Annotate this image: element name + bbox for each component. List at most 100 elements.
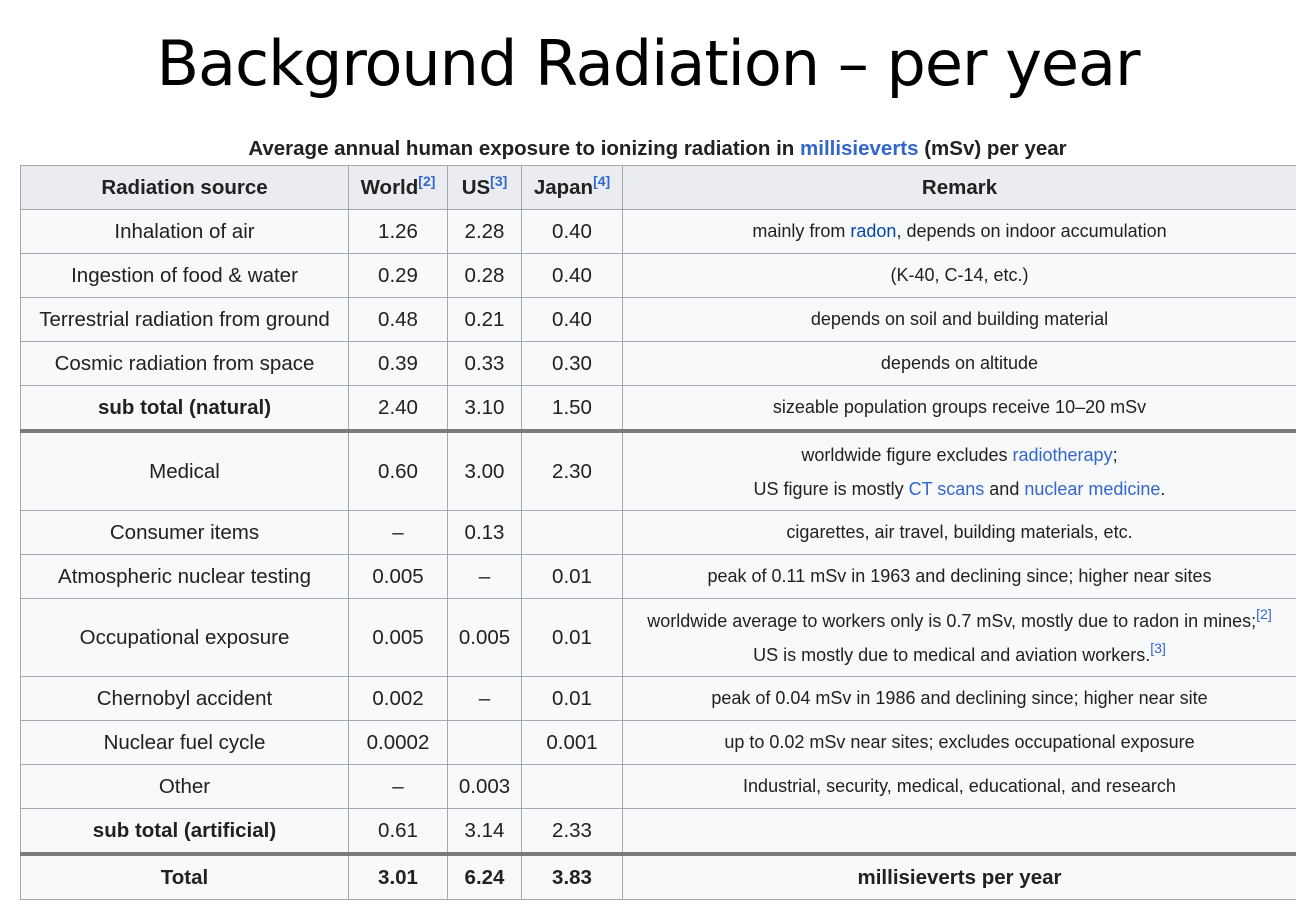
cell-source: Chernobyl accident bbox=[20, 676, 349, 721]
cell-remark: mainly from radon, depends on indoor acc… bbox=[622, 209, 1296, 254]
cell-source: Occupational exposure bbox=[20, 598, 349, 677]
cell-world: 0.29 bbox=[348, 253, 448, 298]
table-row: Nuclear fuel cycle 0.0002 0.001 up to 0.… bbox=[20, 720, 1296, 765]
cell-world: 1.26 bbox=[348, 209, 448, 254]
remark-line: worldwide average to workers only is 0.7… bbox=[627, 604, 1292, 638]
ref-link[interactable]: [2] bbox=[1256, 605, 1272, 622]
header-japan-label: Japan bbox=[533, 175, 594, 199]
japan-ref-link[interactable]: [4] bbox=[593, 172, 611, 189]
cell-japan: 0.40 bbox=[521, 253, 623, 298]
remark-text: mainly from bbox=[752, 221, 851, 241]
cell-remark: peak of 0.11 mSv in 1963 and declining s… bbox=[622, 554, 1296, 599]
table-row: Medical 0.60 3.00 2.30 worldwide figure … bbox=[20, 430, 1296, 511]
table-row: Consumer items – 0.13 cigarettes, air tr… bbox=[20, 510, 1296, 555]
header-japan: Japan[4] bbox=[521, 165, 623, 210]
cell-us: – bbox=[447, 554, 522, 599]
caption-suffix: (mSv) per year bbox=[918, 137, 1067, 160]
cell-us: 3.14 bbox=[447, 808, 522, 856]
table-row: Chernobyl accident 0.002 – 0.01 peak of … bbox=[20, 676, 1296, 721]
cell-japan: 0.01 bbox=[521, 598, 623, 677]
cell-source: Other bbox=[20, 764, 349, 809]
cell-us: 0.28 bbox=[447, 253, 522, 298]
cell-remark: depends on soil and building material bbox=[622, 297, 1296, 342]
cell-remark: (K-40, C-14, etc.) bbox=[622, 253, 1296, 298]
cell-world: – bbox=[348, 764, 448, 809]
cell-remark: cigarettes, air travel, building materia… bbox=[622, 510, 1296, 555]
cell-source: Ingestion of food & water bbox=[20, 253, 349, 298]
cell-world: 0.0002 bbox=[348, 720, 448, 765]
header-world-label: World bbox=[360, 175, 419, 199]
cell-japan: 2.33 bbox=[521, 808, 623, 856]
cell-source: Cosmic radiation from space bbox=[20, 341, 349, 386]
caption-prefix: Average annual human exposure to ionizin… bbox=[248, 137, 801, 160]
cell-japan: 0.40 bbox=[521, 297, 623, 342]
cell-world: – bbox=[348, 510, 448, 555]
cell-world: 0.39 bbox=[348, 341, 448, 386]
table-row: Occupational exposure 0.005 0.005 0.01 w… bbox=[20, 598, 1296, 677]
remark-text: . bbox=[1160, 478, 1166, 499]
ref-link[interactable]: [3] bbox=[1150, 639, 1166, 656]
us-ref-link[interactable]: [3] bbox=[490, 172, 508, 189]
cell-remark: worldwide figure excludes radiotherapy; … bbox=[622, 430, 1296, 511]
table-row: Ingestion of food & water 0.29 0.28 0.40… bbox=[20, 253, 1296, 298]
cell-remark: peak of 0.04 mSv in 1986 and declining s… bbox=[622, 676, 1296, 721]
table-row: Other – 0.003 Industrial, security, medi… bbox=[20, 764, 1296, 809]
cell-remark: worldwide average to workers only is 0.7… bbox=[622, 598, 1296, 677]
table-row: Terrestrial radiation from ground 0.48 0… bbox=[20, 297, 1296, 342]
cell-world: 3.01 bbox=[348, 853, 448, 900]
cell-source: Atmospheric nuclear testing bbox=[20, 554, 349, 599]
cell-remark: Industrial, security, medical, education… bbox=[622, 764, 1296, 809]
remark-text: , depends on indoor accumulation bbox=[896, 221, 1167, 241]
cell-us: 3.10 bbox=[447, 385, 522, 433]
cell-us: 0.13 bbox=[447, 510, 522, 555]
cell-japan bbox=[521, 764, 623, 809]
cell-remark bbox=[622, 808, 1296, 856]
header-radiation-source: Radiation source bbox=[20, 165, 349, 210]
cell-us: – bbox=[447, 676, 522, 721]
cell-world: 0.002 bbox=[348, 676, 448, 721]
ct-scans-link[interactable]: CT scans bbox=[908, 478, 985, 499]
cell-japan: 0.40 bbox=[521, 209, 623, 254]
slide-title: Background Radiation – per year bbox=[156, 27, 1140, 100]
cell-japan: 0.001 bbox=[521, 720, 623, 765]
nuclear-medicine-link[interactable]: nuclear medicine bbox=[1024, 478, 1161, 499]
cell-japan: 0.30 bbox=[521, 341, 623, 386]
cell-japan: 1.50 bbox=[521, 385, 623, 433]
cell-world: 2.40 bbox=[348, 385, 448, 433]
cell-world: 0.48 bbox=[348, 297, 448, 342]
cell-source: sub total (natural) bbox=[20, 385, 349, 433]
radon-link[interactable]: radon bbox=[850, 221, 897, 241]
table-row: Atmospheric nuclear testing 0.005 – 0.01… bbox=[20, 554, 1296, 599]
radiation-exposure-table: Radiation source World[2] US[3] Japan[4]… bbox=[20, 165, 1296, 900]
world-ref-link[interactable]: [2] bbox=[418, 172, 436, 189]
cell-us bbox=[447, 720, 522, 765]
remark-text: ; bbox=[1112, 444, 1118, 465]
cell-japan: 3.83 bbox=[521, 853, 623, 900]
cell-world: 0.60 bbox=[348, 430, 448, 511]
subtotal-natural-row: sub total (natural) 2.40 3.10 1.50 sizea… bbox=[20, 385, 1296, 433]
remark-line: US figure is mostly CT scans and nuclear… bbox=[627, 472, 1292, 506]
cell-source: Total bbox=[20, 853, 349, 900]
remark-text: US figure is mostly bbox=[753, 478, 909, 499]
cell-source: Inhalation of air bbox=[20, 209, 349, 254]
cell-japan: 2.30 bbox=[521, 430, 623, 511]
cell-source: sub total (artificial) bbox=[20, 808, 349, 856]
cell-us: 6.24 bbox=[447, 853, 522, 900]
millisieverts-link[interactable]: millisieverts bbox=[800, 137, 919, 160]
cell-remark: up to 0.02 mSv near sites; excludes occu… bbox=[622, 720, 1296, 765]
subtotal-artificial-row: sub total (artificial) 0.61 3.14 2.33 bbox=[20, 808, 1296, 856]
cell-us: 3.00 bbox=[447, 430, 522, 511]
cell-us: 0.21 bbox=[447, 297, 522, 342]
cell-remark: millisieverts per year bbox=[622, 853, 1296, 900]
cell-us: 2.28 bbox=[447, 209, 522, 254]
cell-us: 0.003 bbox=[447, 764, 522, 809]
cell-source: Consumer items bbox=[20, 510, 349, 555]
cell-world: 0.005 bbox=[348, 554, 448, 599]
cell-source: Nuclear fuel cycle bbox=[20, 720, 349, 765]
cell-source: Medical bbox=[20, 430, 349, 511]
radiotherapy-link[interactable]: radiotherapy bbox=[1012, 444, 1113, 465]
table-caption: Average annual human exposure to ionizin… bbox=[20, 136, 1295, 162]
remark-line: worldwide figure excludes radiotherapy; bbox=[627, 438, 1292, 472]
cell-world: 0.61 bbox=[348, 808, 448, 856]
header-world: World[2] bbox=[348, 165, 448, 210]
